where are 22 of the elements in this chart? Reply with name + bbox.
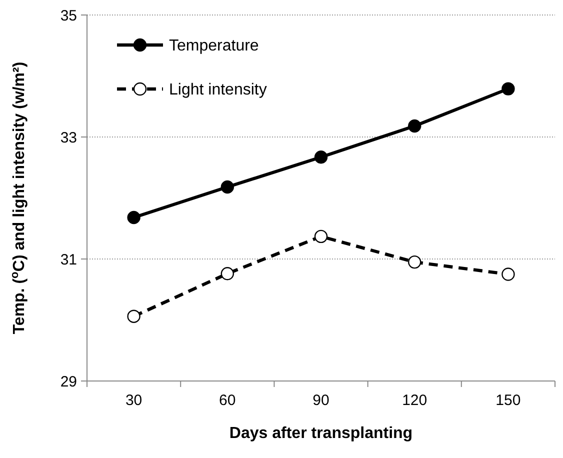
y-tick-label: 35 (60, 7, 77, 24)
point (408, 255, 422, 269)
legend-label: Temperature (169, 38, 259, 55)
point (502, 268, 515, 281)
y-tick-label: 33 (60, 129, 77, 146)
point (314, 150, 328, 164)
point (220, 267, 234, 280)
x-tick-label: 150 (496, 392, 521, 409)
point (127, 310, 140, 323)
point (408, 119, 422, 133)
point (502, 82, 515, 96)
y-tick-label: 31 (60, 251, 77, 268)
x-tick-label: 60 (219, 392, 236, 409)
x-axis-title: Days after transplanting (229, 425, 413, 442)
x-tick-label: 120 (402, 392, 428, 409)
x-tick-label: 30 (125, 392, 142, 409)
legend-label: Light intensity (169, 82, 267, 99)
point (127, 210, 140, 224)
point (314, 230, 328, 244)
point (220, 180, 234, 194)
x-tick-label: 90 (312, 392, 330, 409)
y-tick-label: 29 (60, 373, 77, 390)
